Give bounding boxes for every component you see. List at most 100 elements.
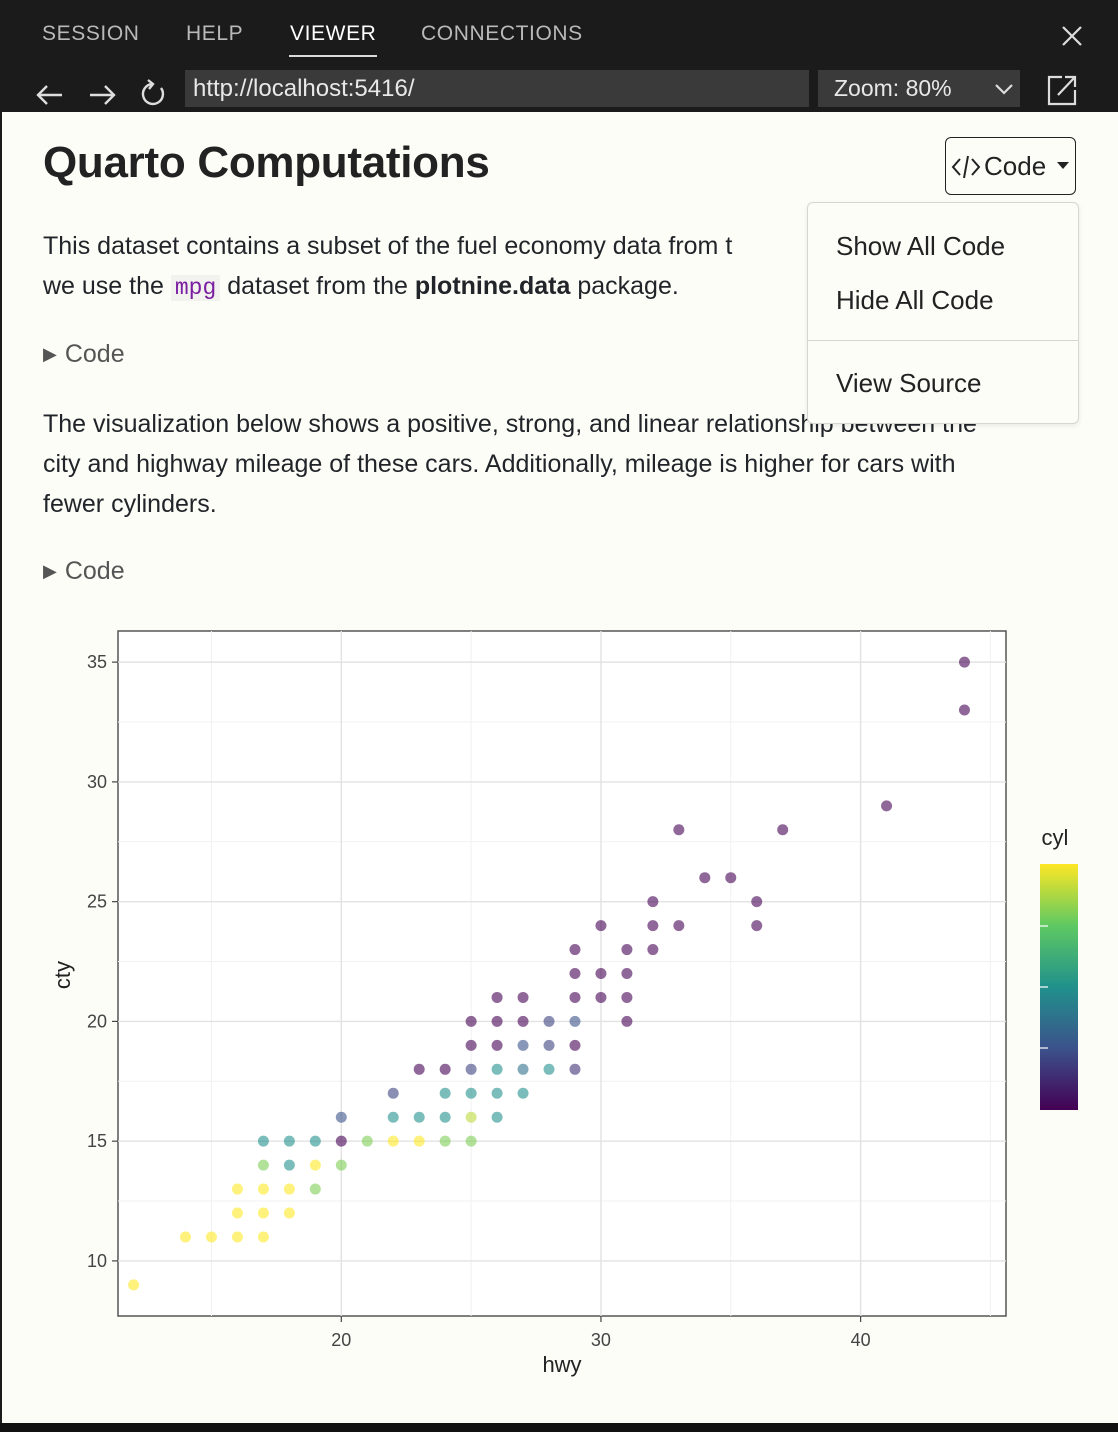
data-point (517, 1063, 529, 1075)
page-title: Quarto Computations (43, 138, 490, 187)
data-point (231, 1231, 243, 1243)
y-tick-label: 35 (87, 652, 107, 672)
forward-arrow-icon[interactable] (86, 76, 118, 108)
tab-viewer[interactable]: VIEWER (290, 22, 377, 45)
data-point (647, 944, 659, 956)
data-point (595, 991, 607, 1003)
menu-item-view-source[interactable]: View Source (836, 368, 982, 398)
menu-item-show-all-code[interactable]: Show All Code (836, 231, 1006, 261)
triangle-right-icon: ▶ (43, 561, 57, 581)
inline-code: mpg (170, 275, 221, 301)
data-point (777, 824, 789, 836)
intro-text: dataset from the (220, 272, 415, 300)
data-point (439, 1135, 451, 1147)
intro-text: we use the (43, 272, 171, 300)
menu-item-hide-all-code[interactable]: Hide All Code (836, 285, 994, 315)
y-tick-label: 15 (87, 1131, 107, 1151)
close-icon[interactable] (1058, 22, 1086, 50)
code-tools-button[interactable]: Code (945, 137, 1076, 195)
back-arrow-icon[interactable] (34, 76, 66, 108)
data-point (413, 1111, 425, 1123)
data-points (128, 656, 970, 1291)
caret-down-icon (1057, 162, 1069, 169)
data-point (673, 824, 685, 836)
data-point (491, 1039, 503, 1051)
data-point (413, 1063, 425, 1075)
code-button-label: Code (984, 151, 1047, 181)
intro-text: package. (570, 272, 679, 300)
viewer-tab-bar: SESSION HELP VIEWER CONNECTIONS (0, 0, 1118, 70)
data-point (387, 1135, 399, 1147)
scatter-chart: 20 30 40 10 15 20 25 30 35 hwy cty cyl (50, 630, 1078, 1377)
zoom-select[interactable]: Zoom: 80% (818, 70, 1020, 107)
data-point (569, 1015, 581, 1027)
code-fold-toggle-2[interactable]: ▶ Code (43, 557, 125, 586)
data-point (361, 1135, 373, 1147)
data-point (465, 1111, 477, 1123)
intro-line-1: This dataset contains a subset of the fu… (43, 232, 733, 260)
code-fold-label: Code (64, 340, 125, 368)
tab-connections[interactable]: CONNECTIONS (421, 22, 583, 45)
data-point (595, 920, 607, 932)
data-point (465, 1039, 477, 1051)
viewer-nav-bar: http://localhost:5416/ Zoom: 80% (0, 70, 1118, 112)
data-point (180, 1231, 192, 1243)
data-point (569, 1063, 581, 1075)
data-point (465, 1135, 477, 1147)
data-point (257, 1231, 269, 1243)
plot-panel (117, 630, 1007, 1317)
legend-title: cyl (1042, 825, 1069, 850)
active-tab-indicator (289, 55, 377, 57)
package-name: plotnine.data (414, 272, 571, 300)
data-point (439, 1111, 451, 1123)
data-point (621, 991, 633, 1003)
x-axis-label: hwy (542, 1352, 581, 1377)
data-point (283, 1183, 295, 1195)
data-point (517, 1039, 529, 1051)
tab-help[interactable]: HELP (186, 22, 244, 45)
data-point (257, 1183, 269, 1195)
data-point (309, 1183, 321, 1195)
data-point (387, 1111, 399, 1123)
reload-icon[interactable] (137, 76, 169, 108)
data-point (465, 1015, 477, 1027)
data-point (517, 1087, 529, 1099)
tab-session[interactable]: SESSION (42, 22, 140, 45)
y-tick-label: 25 (87, 892, 107, 912)
data-point (491, 1111, 503, 1123)
data-point (283, 1135, 295, 1147)
open-in-browser-icon[interactable] (1046, 74, 1078, 106)
data-point (257, 1207, 269, 1219)
y-tick-label: 20 (87, 1011, 107, 1031)
data-point (958, 656, 970, 668)
axis-ticks: 20 30 40 10 15 20 25 30 35 (87, 652, 871, 1350)
chevron-down-icon (995, 84, 1013, 95)
data-point (491, 991, 503, 1003)
zoom-value: Zoom: 80% (834, 75, 952, 101)
intro-paragraph: This dataset contains a subset of the fu… (43, 226, 732, 308)
document-page: Quarto Computations Code Show All Code H… (2, 112, 1118, 1423)
data-point (439, 1087, 451, 1099)
data-point (543, 1039, 555, 1051)
data-point (621, 968, 633, 979)
data-point (335, 1111, 347, 1123)
data-point (517, 1015, 529, 1027)
data-point (283, 1159, 295, 1171)
data-point (413, 1135, 425, 1147)
x-tick-label: 40 (851, 1330, 871, 1350)
data-point (128, 1279, 140, 1291)
data-point (751, 920, 763, 932)
data-point (439, 1063, 451, 1075)
data-point (621, 944, 633, 956)
data-point (569, 944, 581, 956)
x-tick-label: 30 (591, 1330, 611, 1350)
code-tools-menu: Show All Code Hide All Code View Source (807, 202, 1079, 424)
url-field[interactable]: http://localhost:5416/ (185, 70, 809, 107)
y-tick-label: 30 (87, 772, 107, 792)
y-tick-label: 10 (87, 1251, 107, 1271)
data-point (283, 1207, 295, 1219)
data-point (569, 1039, 581, 1051)
data-point (491, 1015, 503, 1027)
code-fold-toggle-1[interactable]: ▶ Code (43, 340, 125, 369)
data-point (751, 896, 763, 908)
